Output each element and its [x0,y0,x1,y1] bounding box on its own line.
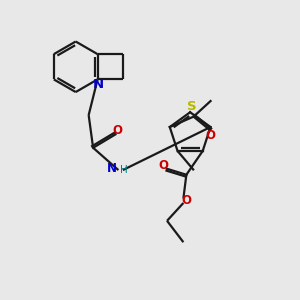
Text: N: N [107,162,117,175]
Text: O: O [205,129,215,142]
Text: O: O [112,124,122,137]
Text: H: H [120,165,127,175]
Text: N: N [93,78,104,91]
Text: O: O [182,194,191,206]
Text: S: S [187,100,196,113]
Text: O: O [158,159,169,172]
